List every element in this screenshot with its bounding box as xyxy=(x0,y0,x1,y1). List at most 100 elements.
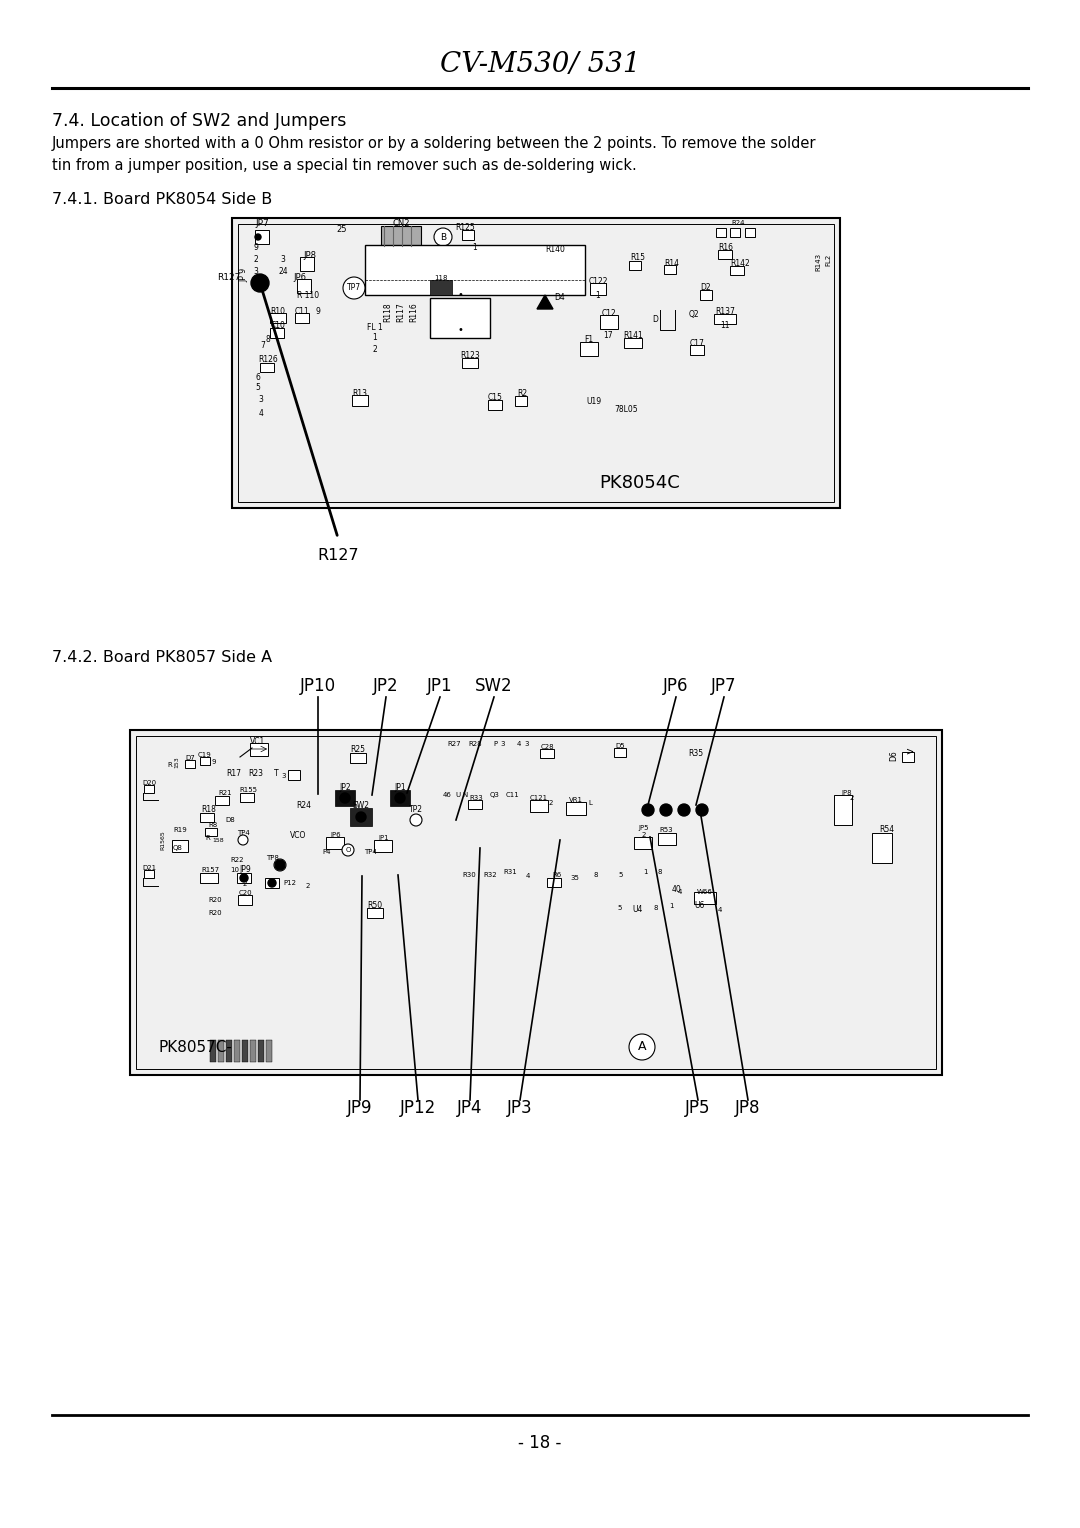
Circle shape xyxy=(434,228,453,246)
Text: R35: R35 xyxy=(688,749,703,758)
Text: 4: 4 xyxy=(718,908,723,914)
Bar xyxy=(226,1041,232,1062)
Text: C122: C122 xyxy=(589,277,608,286)
Text: C121: C121 xyxy=(530,795,548,801)
Text: 4: 4 xyxy=(678,889,683,895)
Bar xyxy=(232,219,840,507)
Text: C11: C11 xyxy=(295,307,309,315)
Text: Q2: Q2 xyxy=(689,310,700,319)
Text: R117: R117 xyxy=(396,303,405,322)
Bar xyxy=(249,743,268,756)
Text: Q8: Q8 xyxy=(173,845,183,851)
Bar xyxy=(295,313,309,322)
Text: R25: R25 xyxy=(351,746,365,755)
Circle shape xyxy=(251,274,269,292)
Text: C15: C15 xyxy=(487,394,502,402)
Text: 3: 3 xyxy=(525,741,529,747)
Text: SW2: SW2 xyxy=(475,677,513,695)
Text: 4: 4 xyxy=(517,741,522,747)
Text: 7.4.2. Board PK8057 Side A: 7.4.2. Board PK8057 Side A xyxy=(52,649,272,665)
Circle shape xyxy=(696,804,708,816)
Bar xyxy=(144,869,154,879)
Text: R32: R32 xyxy=(483,872,497,879)
Text: R143: R143 xyxy=(815,254,821,270)
Bar xyxy=(730,266,744,275)
Bar xyxy=(265,879,279,888)
Text: JP1: JP1 xyxy=(428,677,453,695)
Bar xyxy=(664,264,676,274)
Bar xyxy=(430,280,453,295)
Text: C19: C19 xyxy=(198,752,212,758)
Text: PK8057C-: PK8057C- xyxy=(158,1039,232,1054)
Bar xyxy=(430,298,490,338)
Text: 2: 2 xyxy=(642,833,646,837)
Text: VR1: VR1 xyxy=(569,798,583,804)
Text: TP4: TP4 xyxy=(364,850,376,856)
Text: R14: R14 xyxy=(664,258,679,267)
Text: W66: W66 xyxy=(697,889,713,895)
Text: 7.4. Location of SW2 and Jumpers: 7.4. Location of SW2 and Jumpers xyxy=(52,112,347,130)
Text: tin from a jumper position, use a special tin remover such as de-soldering wick.: tin from a jumper position, use a specia… xyxy=(52,157,637,173)
Text: JP9: JP9 xyxy=(348,1099,373,1117)
Bar xyxy=(218,1041,224,1062)
Bar xyxy=(658,833,676,845)
Text: 118: 118 xyxy=(434,275,448,281)
Text: L: L xyxy=(589,801,592,805)
Bar xyxy=(872,833,892,863)
Text: R13: R13 xyxy=(352,388,367,397)
Text: 24: 24 xyxy=(279,267,287,277)
Bar xyxy=(300,257,314,270)
Bar xyxy=(326,837,345,850)
Text: R31: R31 xyxy=(503,869,517,876)
Text: R24: R24 xyxy=(731,220,745,226)
Text: 78L05: 78L05 xyxy=(615,405,638,414)
Text: 2: 2 xyxy=(549,801,553,805)
Text: 8: 8 xyxy=(594,872,598,879)
Bar xyxy=(260,364,274,371)
Circle shape xyxy=(340,793,350,804)
Text: P4: P4 xyxy=(323,850,332,856)
Text: 1: 1 xyxy=(473,243,477,252)
Text: D4: D4 xyxy=(555,293,565,303)
Text: R10: R10 xyxy=(270,307,285,315)
Text: R116: R116 xyxy=(409,303,419,322)
Text: R24: R24 xyxy=(297,801,311,810)
Text: R50: R50 xyxy=(367,902,382,911)
Text: 11: 11 xyxy=(720,321,730,330)
Text: U6: U6 xyxy=(694,902,705,911)
Text: 25: 25 xyxy=(337,226,348,234)
Text: R17: R17 xyxy=(227,769,242,778)
Text: VC1: VC1 xyxy=(251,736,266,746)
Text: R142: R142 xyxy=(730,258,750,267)
Bar xyxy=(462,231,474,240)
Text: D21: D21 xyxy=(141,865,157,871)
Bar xyxy=(367,908,383,918)
Text: P12: P12 xyxy=(283,880,297,886)
Text: 7.4.1. Board PK8054 Side B: 7.4.1. Board PK8054 Side B xyxy=(52,193,272,206)
Bar xyxy=(902,752,914,762)
Text: B: B xyxy=(440,232,446,241)
Text: R28: R28 xyxy=(469,741,482,747)
Text: C12: C12 xyxy=(602,309,617,318)
Circle shape xyxy=(356,811,366,822)
Bar xyxy=(365,244,585,295)
Text: 35: 35 xyxy=(570,876,580,882)
Text: R: R xyxy=(167,762,173,769)
Text: 2: 2 xyxy=(254,255,258,264)
Text: 3: 3 xyxy=(282,773,286,779)
Bar xyxy=(730,228,740,237)
Text: R6: R6 xyxy=(552,872,562,879)
Text: O: O xyxy=(346,847,351,853)
Bar xyxy=(834,795,852,825)
Bar xyxy=(255,231,269,244)
Bar xyxy=(350,808,372,827)
Text: D5: D5 xyxy=(616,743,625,749)
Text: CN2: CN2 xyxy=(392,220,409,229)
Text: 1: 1 xyxy=(373,333,377,342)
Bar xyxy=(200,756,210,766)
Text: JP6: JP6 xyxy=(330,833,341,837)
Bar xyxy=(240,793,254,802)
Bar xyxy=(624,338,642,348)
Bar xyxy=(580,342,598,356)
Text: JP1: JP1 xyxy=(379,834,389,840)
